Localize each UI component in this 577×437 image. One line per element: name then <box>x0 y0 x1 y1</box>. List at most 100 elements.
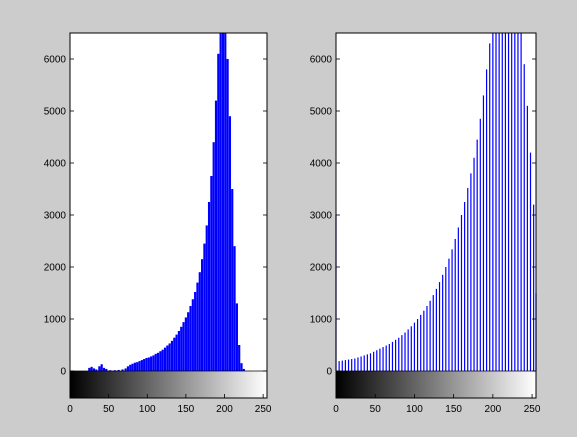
y-tick-label: 5000 <box>310 107 333 118</box>
histogram-bar <box>482 95 485 372</box>
histogram-bar <box>90 366 93 371</box>
histogram-bar <box>423 310 425 371</box>
y-tick-label: 4000 <box>310 159 333 170</box>
histogram-bar <box>203 243 206 371</box>
histogram-bar <box>138 361 141 371</box>
histogram-bar <box>504 33 507 371</box>
x-tick-label: 100 <box>406 404 423 415</box>
histogram-bar <box>117 369 120 371</box>
histogram-bar <box>507 33 510 371</box>
y-tick-label: 2000 <box>310 263 333 274</box>
histogram-bar <box>163 347 167 371</box>
histogram-bar <box>161 349 164 371</box>
histogram-bar <box>95 369 98 371</box>
histogram-bar <box>98 366 101 371</box>
histogram-bar <box>391 341 394 371</box>
histogram-bar <box>429 300 431 371</box>
histogram-bar <box>517 33 519 371</box>
histogram-bar <box>214 100 218 371</box>
x-tick-label: 200 <box>216 404 233 415</box>
histogram-bar <box>344 360 347 371</box>
histogram-bar <box>457 227 459 371</box>
histogram-bar <box>126 366 130 371</box>
histogram-bar <box>445 267 447 371</box>
histogram-bar <box>398 337 400 371</box>
histogram-bar <box>373 351 375 371</box>
histogram-bar <box>529 152 532 371</box>
y-tick-label: 1000 <box>44 315 67 326</box>
y-tick-label: 6000 <box>44 55 67 66</box>
histogram-bar <box>124 368 127 371</box>
histogram-bar <box>426 306 428 371</box>
y-tick-label: 5000 <box>44 107 67 118</box>
x-tick-label: 0 <box>67 404 73 415</box>
histogram-bar <box>369 353 372 371</box>
histogram-bar <box>147 357 150 371</box>
y-tick-label: 2000 <box>44 263 67 274</box>
y-tick-label: 4000 <box>44 159 67 170</box>
histogram-bar <box>92 368 96 371</box>
histogram-bar <box>479 118 481 371</box>
histogram-bar <box>207 202 211 371</box>
histogram-bar <box>476 139 478 371</box>
y-tick-label: 3000 <box>44 211 67 222</box>
histogram-bar <box>189 306 192 371</box>
histogram-bar <box>205 225 208 371</box>
histogram-bar <box>495 33 497 371</box>
histogram-bar <box>382 347 384 371</box>
histogram-bar <box>100 364 103 371</box>
histogram-bar <box>435 288 437 371</box>
histogram-bar <box>102 367 106 371</box>
histogram-bar <box>152 355 155 371</box>
histogram-bar <box>432 295 434 371</box>
histogram-bar <box>198 272 201 371</box>
histogram-bar <box>338 361 340 371</box>
histogram-left: 0 1000 2000 3000 4000 5000 6000 0 50 100 150 200 250 <box>44 32 272 415</box>
histogram-bar <box>363 355 365 371</box>
histogram-bar <box>514 33 516 371</box>
histogram-bar <box>177 330 181 371</box>
histogram-bar <box>376 350 378 371</box>
histogram-bar <box>150 356 153 371</box>
histogram-bar <box>404 332 406 371</box>
histogram-bar <box>226 59 229 371</box>
histogram-bar <box>238 345 241 371</box>
x-tick-label: 250 <box>255 404 272 415</box>
histogram-bar <box>173 337 176 371</box>
histogram-bar <box>351 359 353 371</box>
histogram-right: 0 1000 2000 3000 4000 5000 6000 0 50 100 150 200 250 <box>310 32 541 415</box>
histogram-bar <box>473 157 475 371</box>
axes-frame <box>335 32 537 399</box>
histogram-bar <box>485 69 488 372</box>
histogram-bar <box>168 343 171 371</box>
histogram-bar <box>467 187 469 371</box>
histogram-bar <box>194 291 197 371</box>
histogram-bar <box>121 369 124 371</box>
histogram-bar <box>454 238 456 371</box>
histogram-bar <box>235 303 238 371</box>
x-tick-label: 0 <box>333 404 339 415</box>
histogram-bar <box>442 274 444 371</box>
histogram-bar <box>498 33 500 371</box>
histogram-bar <box>492 33 494 371</box>
y-tick-label: 0 <box>326 367 332 378</box>
histogram-bar <box>470 173 472 371</box>
histogram-bar <box>136 362 139 371</box>
histogram-bar <box>520 33 522 371</box>
histogram-bar <box>438 282 441 371</box>
histogram-bar <box>388 343 390 371</box>
histogram-bar <box>184 317 187 371</box>
histogram-bar <box>129 364 132 371</box>
histogram-bar <box>140 360 143 371</box>
x-tick-label: 150 <box>178 404 195 415</box>
histogram-bar <box>523 64 525 371</box>
x-tick-label: 50 <box>370 404 382 415</box>
histogram-bar <box>166 345 169 371</box>
histogram-bar <box>451 249 453 371</box>
histogram-bar <box>460 215 463 371</box>
grayscale-colorbar <box>336 371 536 398</box>
histogram-bar <box>385 345 387 371</box>
histogram-bar <box>88 367 91 371</box>
histogram-bar <box>357 357 359 371</box>
